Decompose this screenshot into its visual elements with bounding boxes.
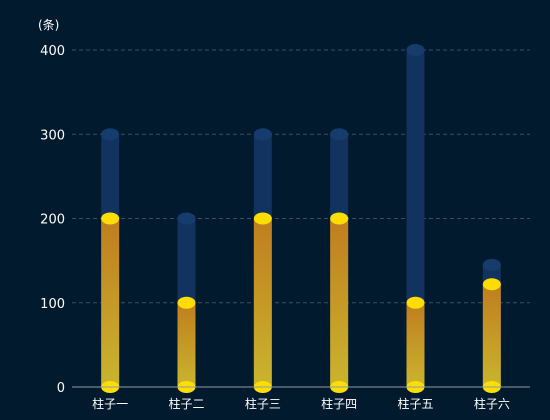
value-bar: [253, 218, 272, 387]
x-tick-label: 柱子二: [168, 396, 204, 411]
background-bar-cap: [406, 44, 425, 56]
value-bar-top-cap: [406, 296, 425, 309]
value-bar: [330, 218, 349, 387]
y-tick-label: 300: [40, 128, 65, 143]
bars: [101, 44, 501, 393]
value-bar-top-cap: [177, 296, 196, 309]
background-bar-cap: [482, 258, 501, 271]
value-bar: [406, 302, 425, 387]
grid-lines: [72, 49, 530, 304]
background-bar-cap: [101, 128, 120, 141]
y-tick-label: 0: [57, 381, 65, 396]
x-tick-label: 柱子一: [92, 396, 128, 411]
value-bar: [482, 284, 501, 387]
background-bar-cap: [177, 212, 196, 225]
y-tick-label: 400: [40, 44, 65, 59]
y-axis-unit-label: (条): [38, 18, 59, 32]
y-tick-label: 200: [40, 213, 65, 228]
value-bar-top-cap: [253, 212, 272, 225]
value-bar: [101, 218, 120, 387]
x-tick-label: 柱子三: [245, 396, 281, 411]
background-bar-cap: [330, 128, 349, 141]
value-bar-top-cap: [482, 278, 501, 291]
y-tick-label: 100: [40, 297, 65, 312]
value-bar-top-cap: [101, 212, 120, 225]
value-bar: [177, 302, 196, 387]
value-bar-top-cap: [330, 212, 349, 225]
x-tick-label: 柱子五: [397, 396, 433, 411]
x-tick-label: 柱子四: [321, 396, 357, 411]
x-axis-labels: 柱子一 柱子二 柱子三 柱子四 柱子五 柱子六: [92, 396, 510, 411]
background-bar-cap: [253, 128, 272, 141]
y-axis-ticks: 0 100 200 300 400: [40, 44, 65, 396]
x-tick-label: 柱子六: [474, 396, 510, 411]
